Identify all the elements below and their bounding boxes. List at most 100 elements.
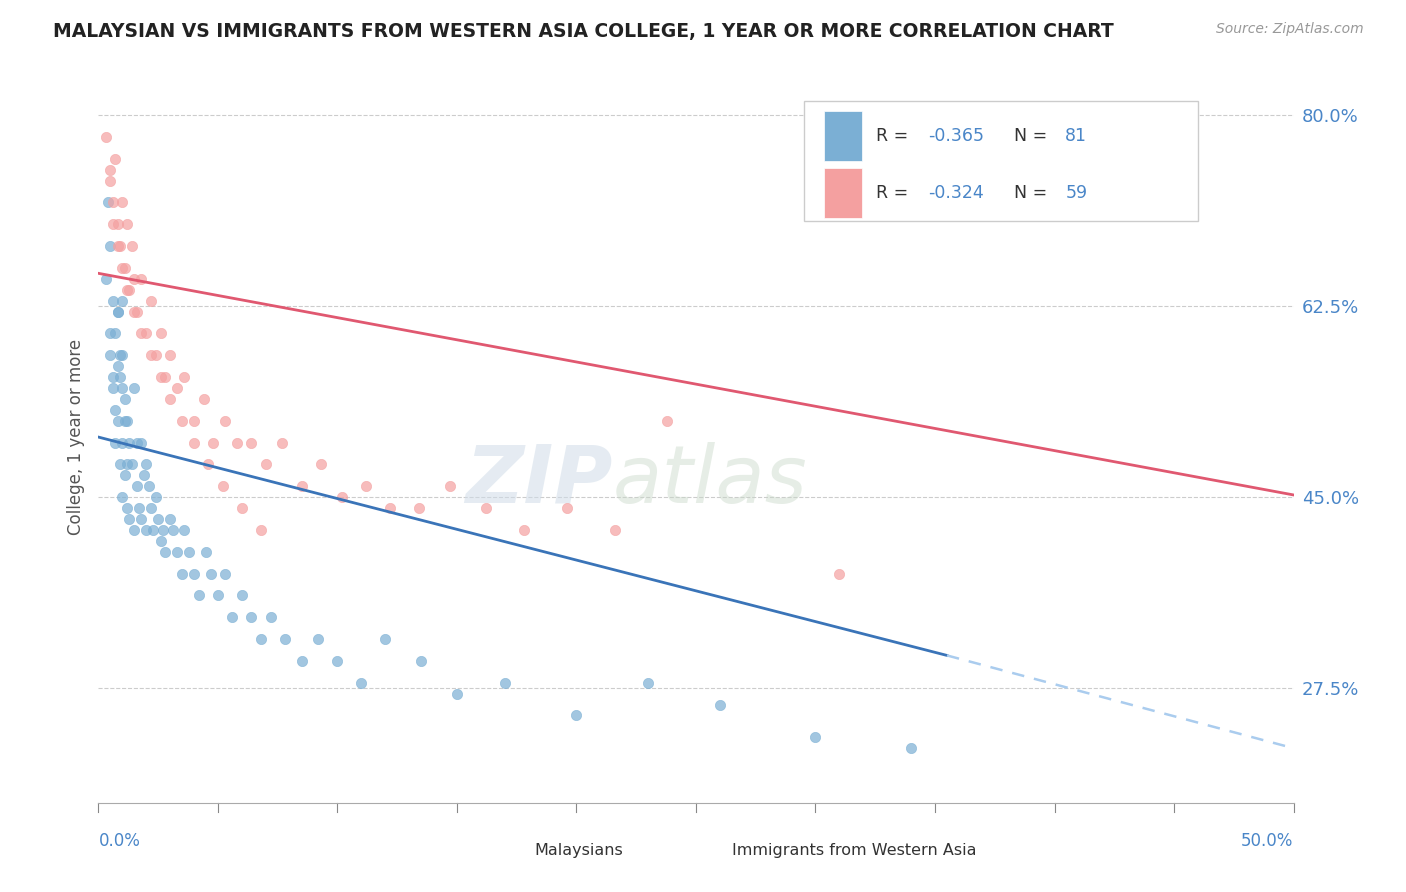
Text: Source: ZipAtlas.com: Source: ZipAtlas.com [1216, 22, 1364, 37]
Point [195, 545, 218, 559]
Point [121, 239, 143, 253]
Point [107, 304, 129, 318]
Point [115, 217, 138, 231]
Point [111, 260, 134, 275]
Point [125, 304, 148, 318]
Point [152, 523, 174, 537]
Point [187, 588, 209, 602]
Point [98, 348, 122, 362]
Point [155, 370, 177, 384]
Point [111, 381, 134, 395]
Point [149, 370, 172, 384]
Point [104, 435, 127, 450]
Text: 81: 81 [1066, 127, 1087, 145]
Point [145, 348, 167, 362]
Point [378, 501, 401, 516]
Point [513, 523, 536, 537]
Point [207, 588, 229, 602]
Y-axis label: College, 1 year or more: College, 1 year or more [66, 339, 84, 535]
Point [900, 741, 922, 756]
Point [173, 523, 195, 537]
Point [183, 435, 205, 450]
Point [108, 458, 131, 472]
Point [374, 632, 396, 646]
Text: 50.0%: 50.0% [1241, 832, 1294, 850]
Point [159, 512, 181, 526]
Point [131, 272, 153, 286]
Point [131, 326, 153, 341]
Point [138, 479, 160, 493]
Text: N =: N = [1014, 184, 1053, 202]
Point [411, 654, 433, 668]
Point [326, 654, 349, 668]
Point [159, 348, 181, 362]
Text: atlas: atlas [613, 442, 807, 520]
Point [97, 195, 120, 210]
Point [98, 162, 122, 177]
Point [291, 479, 314, 493]
Point [183, 414, 205, 428]
Point [603, 523, 626, 537]
Point [142, 523, 165, 537]
Text: -0.365: -0.365 [928, 127, 984, 145]
Point [439, 479, 461, 493]
Point [565, 708, 588, 723]
Point [240, 435, 263, 450]
Text: 0.0%: 0.0% [98, 832, 141, 850]
Point [828, 566, 851, 581]
Point [128, 501, 150, 516]
Point [115, 501, 138, 516]
Point [193, 392, 215, 406]
Point [307, 632, 329, 646]
Point [131, 435, 153, 450]
Point [172, 414, 194, 428]
Point [107, 359, 129, 373]
Point [474, 501, 496, 516]
Point [804, 731, 827, 745]
FancyBboxPatch shape [824, 112, 862, 161]
Point [111, 435, 134, 450]
Point [173, 370, 195, 384]
Point [231, 588, 253, 602]
Point [114, 392, 136, 406]
Point [124, 272, 146, 286]
Point [114, 260, 136, 275]
Point [149, 326, 172, 341]
Point [657, 414, 679, 428]
Point [135, 458, 157, 472]
Point [309, 458, 332, 472]
Point [274, 632, 297, 646]
Point [250, 523, 273, 537]
Point [111, 348, 134, 362]
Point [197, 458, 219, 472]
Point [118, 435, 141, 450]
Point [101, 195, 124, 210]
Point [108, 370, 131, 384]
FancyBboxPatch shape [690, 838, 724, 863]
Point [104, 326, 127, 341]
Point [135, 326, 157, 341]
Point [211, 479, 233, 493]
Point [291, 654, 314, 668]
Text: N =: N = [1014, 127, 1053, 145]
Point [172, 566, 194, 581]
Text: 59: 59 [1066, 184, 1087, 202]
Point [114, 414, 136, 428]
Point [250, 632, 273, 646]
Point [145, 490, 167, 504]
Point [125, 479, 148, 493]
Point [259, 610, 281, 624]
Point [121, 458, 143, 472]
Point [115, 458, 138, 472]
Point [330, 490, 353, 504]
Point [115, 283, 138, 297]
Point [166, 381, 188, 395]
Point [139, 348, 162, 362]
Point [101, 370, 124, 384]
Point [214, 414, 236, 428]
Point [139, 501, 162, 516]
Point [166, 545, 188, 559]
Point [118, 512, 141, 526]
Point [226, 435, 249, 450]
FancyBboxPatch shape [804, 101, 1198, 221]
